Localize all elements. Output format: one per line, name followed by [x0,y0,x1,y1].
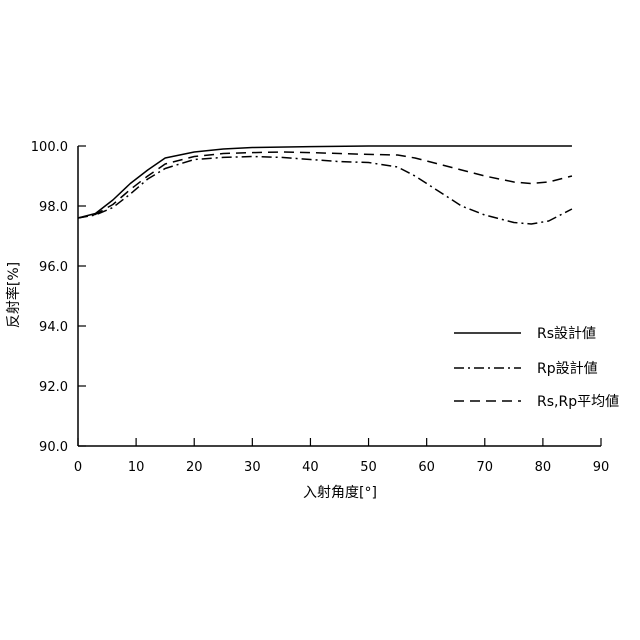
y-tick-label: 100.0 [31,140,68,155]
x-tick-label: 70 [477,460,494,475]
legend-label: Rp設計値 [537,361,598,377]
axes: 0 10 20 30 40 50 60 70 80 90 90.0 92.0 94.0 96.0 98.0 1… [31,140,609,475]
x-tick-label: 90 [593,460,610,475]
y-tick-label: 92.0 [39,380,68,395]
y-tick-label: 98.0 [39,200,68,215]
legend-label: Rs,Rp平均値 [537,394,619,410]
x-tick-label: 20 [186,460,203,475]
x-tick-label: 10 [128,460,145,475]
x-tick-label: 60 [418,460,435,475]
y-tick-label: 96.0 [39,260,68,275]
series-line [78,152,572,218]
y-tick-label: 90.0 [39,440,68,455]
series-lines [78,146,572,224]
x-tick-label: 40 [302,460,319,475]
legend-label: Rs設計値 [537,326,596,342]
x-tick-label: 50 [360,460,377,475]
legend: Rs設計値 Rp設計値 Rs,Rp平均値 [454,326,619,410]
x-tick-label: 0 [74,460,82,475]
y-axis-label: 反射率[%] [5,262,22,328]
x-tick-label: 30 [244,460,261,475]
x-axis-label: 入射角度[°] [303,485,377,501]
x-tick-label: 80 [535,460,552,475]
y-tick-label: 94.0 [39,320,68,335]
series-line [78,146,572,218]
